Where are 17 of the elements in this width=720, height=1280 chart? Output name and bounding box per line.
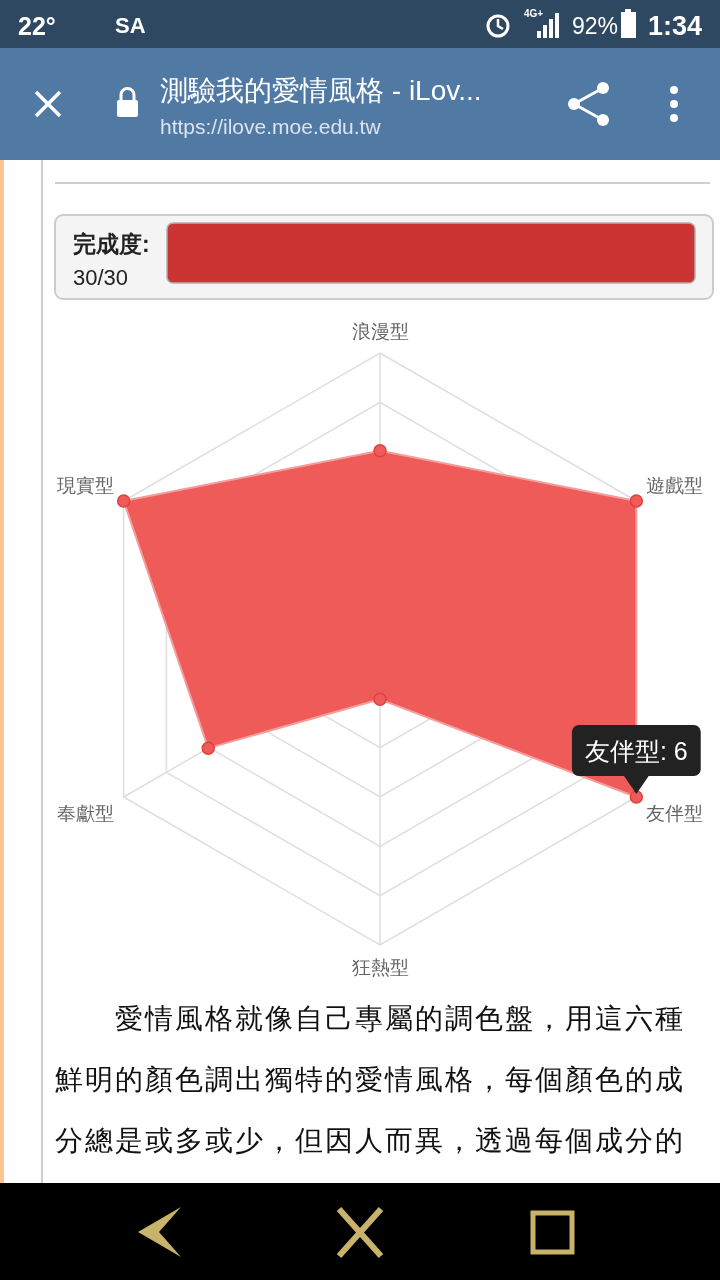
text: SA [115,13,146,38]
text: 30/30 [73,265,129,290]
spoke-label: 友伴型 [646,802,704,824]
text: 完成度: [73,231,150,257]
tooltip: 友伴型: 6 [571,725,701,794]
spoke-label: 浪漫型 [351,320,409,342]
text: 1:34 [648,11,703,41]
chart-title: 測驗我的愛情風格 - iLov... [160,75,482,106]
spoke-label: 現實型 [56,474,114,496]
text: https://ilove.moe.edu.tw [160,115,382,138]
text: 22° [18,12,56,40]
text: 愛情風格就像自己專屬的調色盤，用這六種鮮明的顏色調出獨特的愛情風格，每個顏色的成分總是或多或少，但因人而異，透過每個成分的 [55,1001,686,1159]
spoke-label: 奉獻型 [56,802,114,824]
text: 4G+ [524,8,544,19]
text: 92% [572,13,619,39]
spoke-label: 遊戲型 [646,474,704,496]
spoke-label: 狂熱型 [351,956,409,978]
